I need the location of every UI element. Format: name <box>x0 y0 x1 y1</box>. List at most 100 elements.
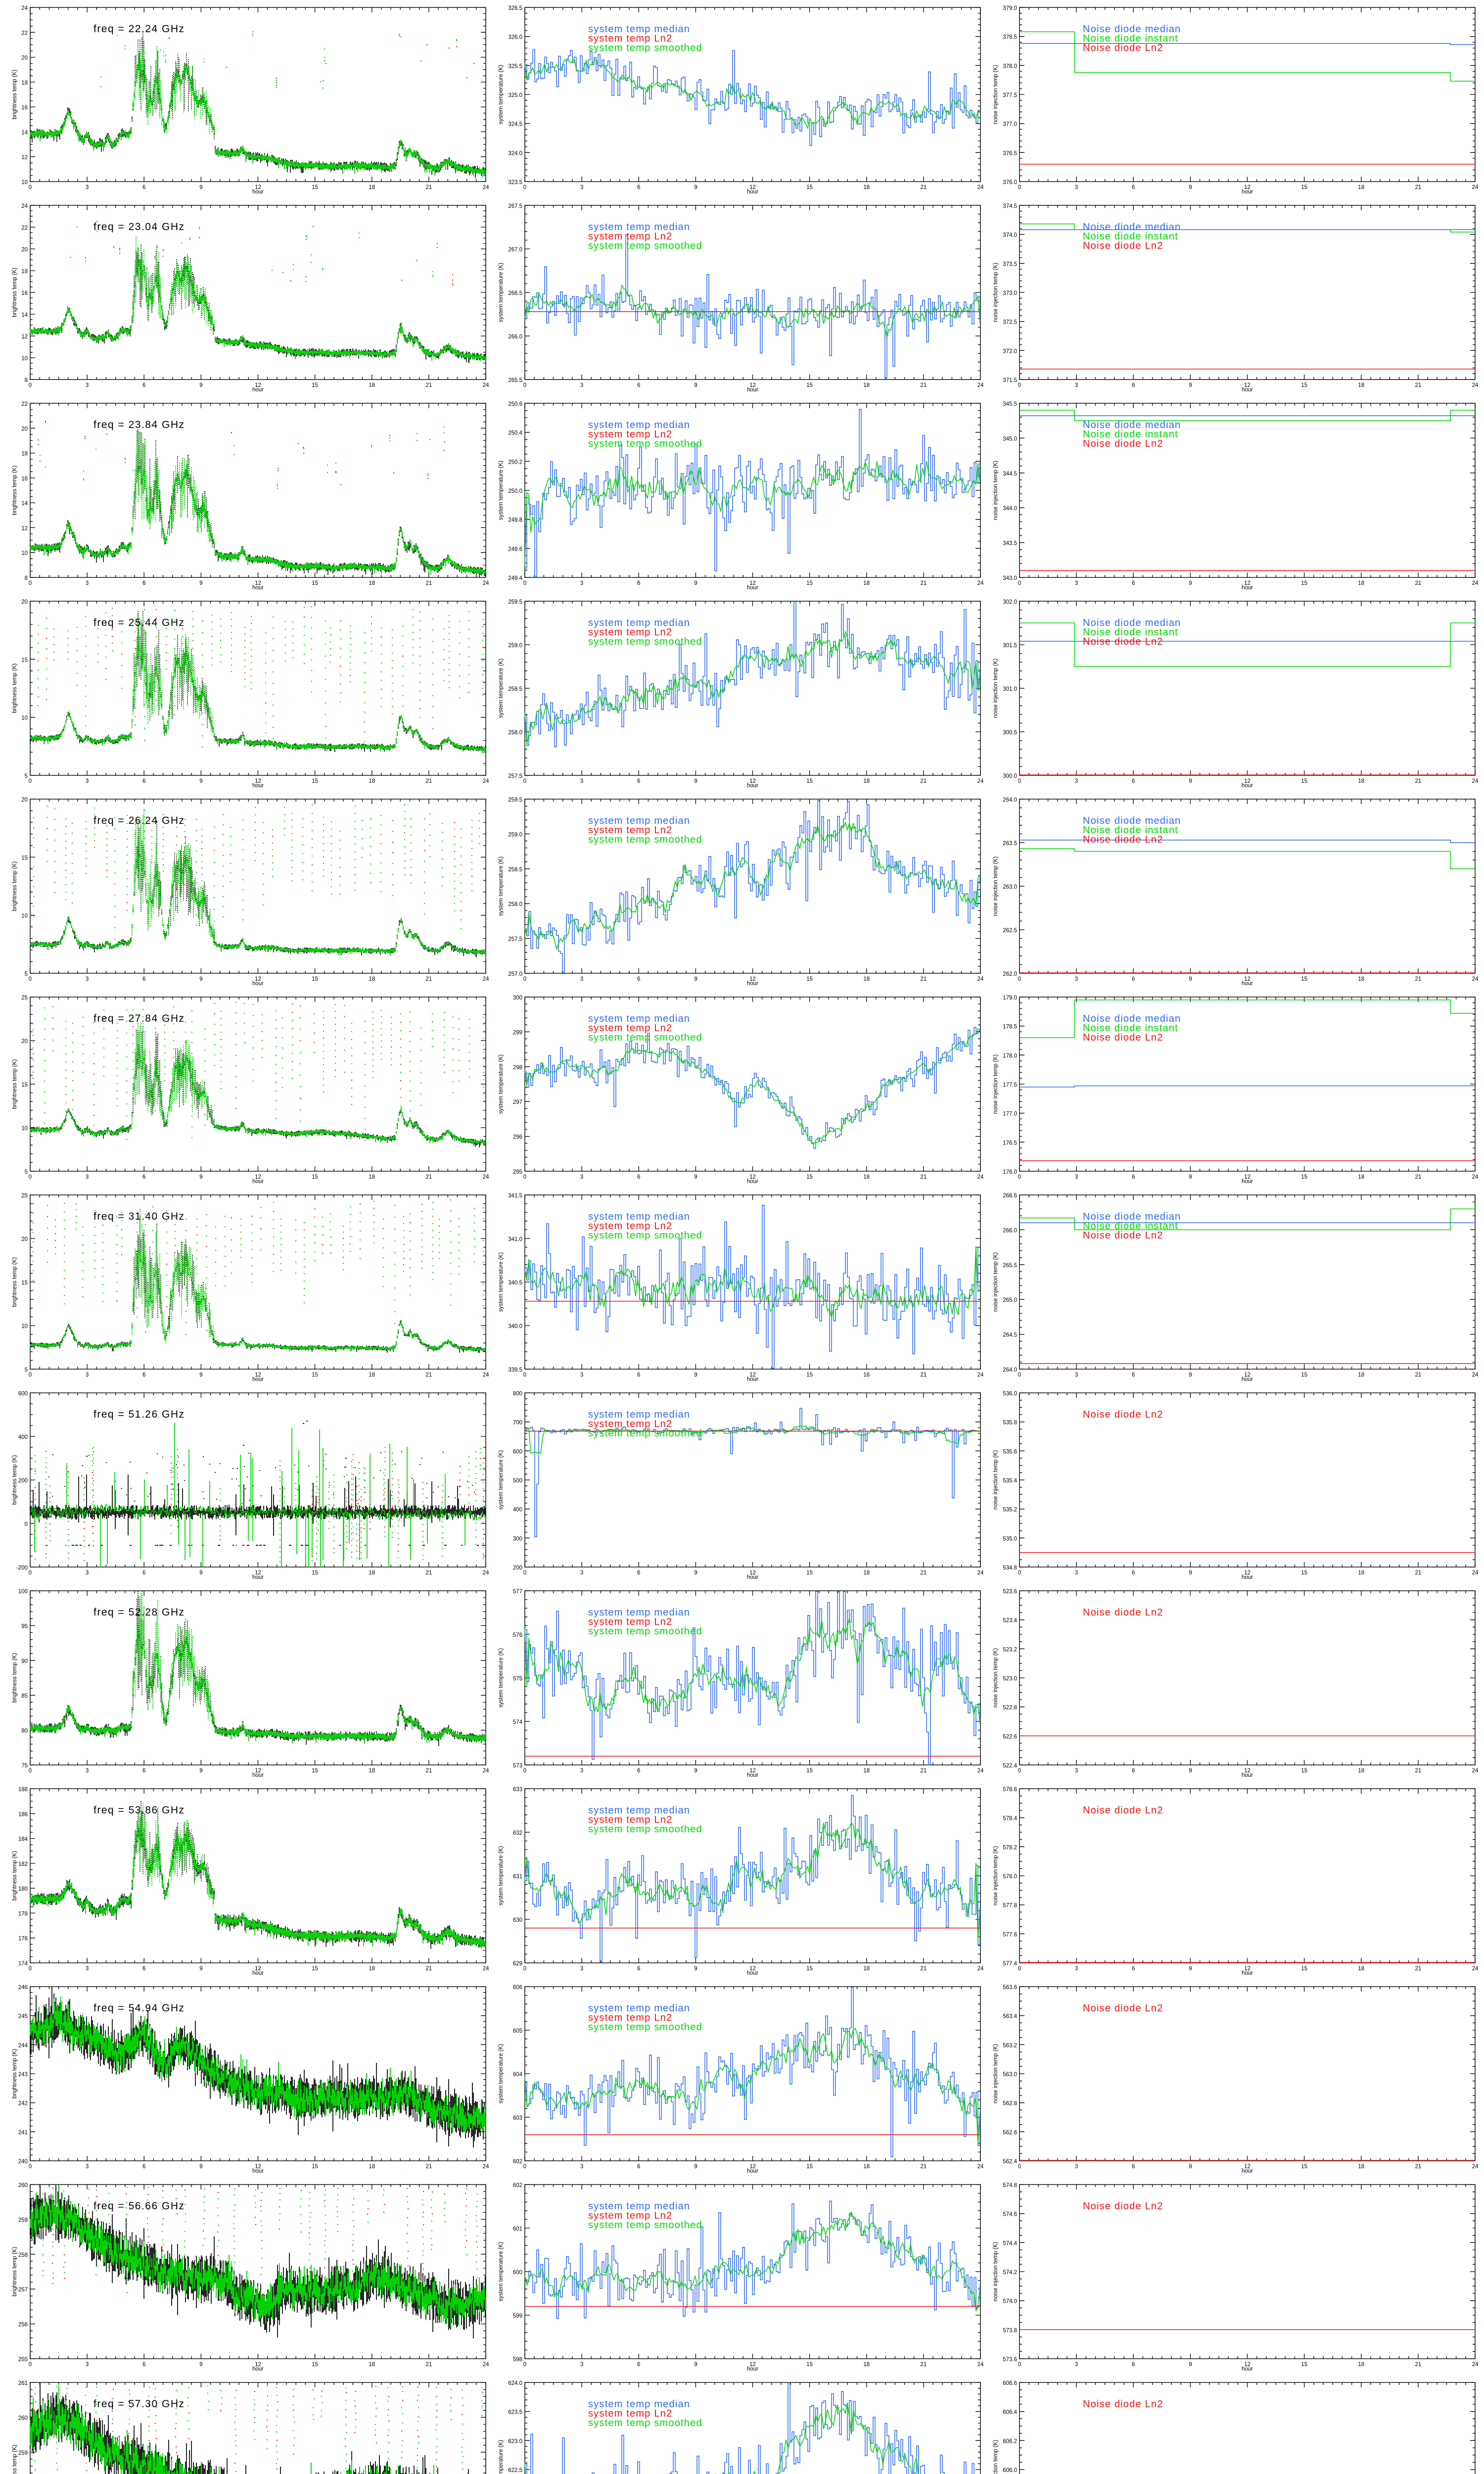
svg-text:20: 20 <box>21 426 28 432</box>
svg-text:24: 24 <box>977 1372 984 1378</box>
svg-text:21: 21 <box>1415 1966 1422 1972</box>
svg-text:178.5: 178.5 <box>1003 1024 1017 1030</box>
svg-text:598: 598 <box>513 2357 522 2363</box>
svg-text:400: 400 <box>513 1507 522 1513</box>
svg-text:system temperature (K): system temperature (K) <box>498 263 504 322</box>
svg-text:system temp Ln2: system temp Ln2 <box>588 1814 672 1825</box>
svg-text:176: 176 <box>18 1936 28 1942</box>
svg-text:Noise diode Ln2: Noise diode Ln2 <box>1083 43 1163 53</box>
svg-text:12: 12 <box>749 2164 756 2170</box>
svg-text:605: 605 <box>513 2028 522 2034</box>
svg-text:system temperature (K): system temperature (K) <box>498 65 504 124</box>
svg-text:20: 20 <box>21 1237 28 1242</box>
svg-text:6: 6 <box>637 1372 640 1378</box>
svg-text:0: 0 <box>29 382 32 388</box>
svg-text:12: 12 <box>1244 1372 1251 1378</box>
svg-text:Noise diode Ln2: Noise diode Ln2 <box>1083 636 1163 647</box>
svg-text:0: 0 <box>523 1174 526 1180</box>
svg-text:3: 3 <box>580 778 583 784</box>
svg-text:hour: hour <box>1242 1377 1253 1382</box>
svg-text:3: 3 <box>580 382 583 388</box>
svg-text:Noise diode Ln2: Noise diode Ln2 <box>1083 240 1163 251</box>
svg-text:265.0: 265.0 <box>1003 1297 1017 1303</box>
svg-text:10: 10 <box>21 180 28 186</box>
svg-text:hour: hour <box>1242 1179 1253 1185</box>
svg-text:hour: hour <box>1242 1970 1253 1976</box>
svg-text:0: 0 <box>29 2164 32 2170</box>
svg-text:12: 12 <box>1244 1966 1251 1972</box>
svg-text:15: 15 <box>806 382 813 388</box>
svg-text:Noise diode median: Noise diode median <box>1083 420 1181 430</box>
svg-text:brightness temp (K): brightness temp (K) <box>12 1851 18 1901</box>
svg-text:hour: hour <box>747 981 758 987</box>
svg-text:14: 14 <box>21 501 28 507</box>
svg-text:system temp median: system temp median <box>588 618 690 628</box>
svg-text:578.4: 578.4 <box>1003 1816 1017 1822</box>
svg-text:15: 15 <box>806 1768 813 1774</box>
svg-text:18: 18 <box>369 2164 375 2170</box>
svg-text:9: 9 <box>199 1966 202 1972</box>
svg-text:260: 260 <box>18 2183 28 2189</box>
svg-text:12: 12 <box>255 382 261 388</box>
svg-text:22: 22 <box>21 225 28 231</box>
svg-text:-200: -200 <box>16 1565 28 1571</box>
svg-text:20: 20 <box>21 797 28 803</box>
svg-text:15: 15 <box>312 1570 318 1576</box>
svg-text:12: 12 <box>749 2362 756 2368</box>
svg-text:12: 12 <box>255 1174 261 1180</box>
svg-text:257: 257 <box>18 2287 28 2293</box>
svg-text:24: 24 <box>483 976 489 982</box>
svg-text:18: 18 <box>369 976 375 982</box>
svg-text:3: 3 <box>86 1768 89 1774</box>
svg-text:21: 21 <box>1415 1570 1422 1576</box>
svg-text:6: 6 <box>1132 2362 1135 2368</box>
svg-text:244: 244 <box>18 2043 28 2048</box>
svg-text:75: 75 <box>21 1763 28 1769</box>
svg-text:3: 3 <box>86 580 89 586</box>
svg-text:hour: hour <box>1242 1772 1253 1778</box>
svg-text:3: 3 <box>86 2362 89 2368</box>
svg-text:6: 6 <box>637 1966 640 1972</box>
svg-text:500: 500 <box>513 1478 522 1484</box>
svg-text:0: 0 <box>523 1966 526 1972</box>
svg-text:12: 12 <box>749 1768 756 1774</box>
svg-text:600: 600 <box>513 1449 522 1455</box>
svg-text:Noise diode Ln2: Noise diode Ln2 <box>1083 834 1163 845</box>
svg-text:18: 18 <box>863 1768 870 1774</box>
svg-text:266.5: 266.5 <box>508 290 522 296</box>
svg-text:573: 573 <box>513 1763 522 1769</box>
svg-text:9: 9 <box>694 1372 697 1378</box>
svg-text:9: 9 <box>1189 2362 1192 2368</box>
svg-text:noise injection temp (K): noise injection temp (K) <box>993 1846 999 1905</box>
svg-text:522.4: 522.4 <box>1003 1763 1017 1769</box>
svg-text:577: 577 <box>513 1589 522 1595</box>
svg-text:9: 9 <box>694 976 697 982</box>
svg-text:hour: hour <box>252 387 264 393</box>
svg-text:0: 0 <box>523 580 526 586</box>
svg-text:noise injection temp (K): noise injection temp (K) <box>993 2044 999 2103</box>
svg-text:system temperature (K): system temperature (K) <box>498 1846 504 1905</box>
svg-text:24: 24 <box>483 1768 489 1774</box>
svg-text:6: 6 <box>637 976 640 982</box>
svg-text:noise injection temp (K): noise injection temp (K) <box>993 2242 999 2301</box>
svg-text:5: 5 <box>25 773 28 779</box>
svg-text:brightness temp (K): brightness temp (K) <box>12 466 18 516</box>
svg-text:24: 24 <box>1472 2362 1479 2368</box>
svg-text:10: 10 <box>21 551 28 557</box>
svg-text:24: 24 <box>977 185 984 190</box>
svg-text:258: 258 <box>18 2252 28 2258</box>
svg-text:12: 12 <box>749 1372 756 1378</box>
svg-text:265.5: 265.5 <box>1003 1263 1017 1269</box>
svg-text:6: 6 <box>637 382 640 388</box>
svg-text:system temp Ln2: system temp Ln2 <box>588 231 672 242</box>
svg-text:3: 3 <box>1075 1174 1078 1180</box>
svg-text:267.5: 267.5 <box>508 203 522 209</box>
svg-text:522.6: 522.6 <box>1003 1734 1017 1740</box>
svg-text:system temperature (K): system temperature (K) <box>498 1054 504 1114</box>
svg-text:523.0: 523.0 <box>1003 1676 1017 1682</box>
svg-text:9: 9 <box>694 778 697 784</box>
svg-text:24: 24 <box>1472 382 1479 388</box>
svg-text:563.4: 563.4 <box>1003 2014 1017 2020</box>
svg-text:system temp smoothed: system temp smoothed <box>588 636 702 647</box>
svg-text:249.8: 249.8 <box>508 518 522 523</box>
